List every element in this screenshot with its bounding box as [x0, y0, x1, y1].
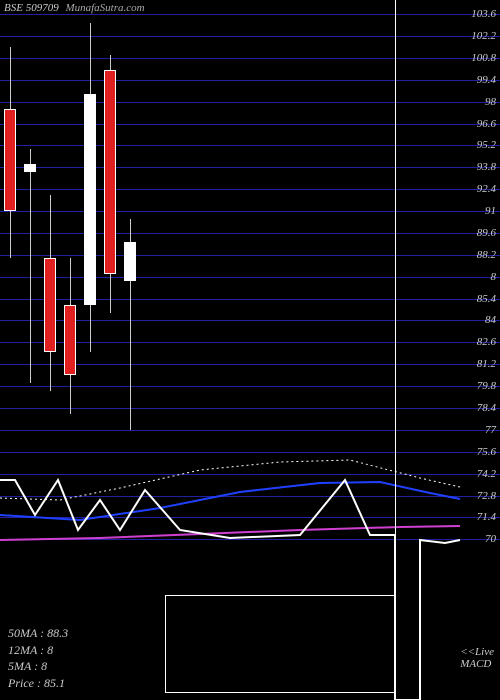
ma50-label: 50MA : 88.3	[8, 625, 68, 642]
y-tick-label: 93.8	[477, 161, 496, 173]
y-tick-label: 96.6	[477, 118, 496, 130]
y-tick-label: 92.4	[477, 183, 496, 195]
macd-label: <<Live MACD	[460, 646, 494, 670]
candle-body	[4, 109, 16, 211]
y-tick-label: 75.6	[477, 446, 496, 458]
ma5-label: 5MA : 8	[8, 658, 68, 675]
y-tick-label: 98	[485, 96, 496, 108]
y-tick-label: 79.8	[477, 380, 496, 392]
y-tick-label: 77	[485, 424, 496, 436]
y-tick-label: 84	[485, 314, 496, 326]
y-tick-label: 88.2	[477, 249, 496, 261]
y-tick-label: 82.6	[477, 336, 496, 348]
candle-body	[64, 305, 76, 375]
site-label: MunafaSutra.com	[65, 2, 144, 14]
y-tick-label: 85.4	[477, 293, 496, 305]
candle-body	[124, 242, 136, 281]
candle-body	[24, 164, 36, 172]
candle-body	[84, 94, 96, 305]
stock-chart: BSE 509709 MunafaSutra.com 103.6 102.2 100…	[0, 0, 500, 700]
info-panel: 50MA : 88.3 12MA : 8 5MA : 8 Price : 85.…	[8, 625, 68, 692]
live-label: <<Live	[460, 646, 494, 658]
y-tick-label: 91	[485, 205, 496, 217]
y-tick-label: 8	[491, 271, 497, 283]
y-tick-label: 103.6	[471, 8, 496, 20]
candle-body	[44, 258, 56, 352]
y-tick-label: 74.2	[477, 468, 496, 480]
y-tick-label: 99.4	[477, 74, 496, 86]
y-tick-label: 78.4	[477, 402, 496, 414]
y-tick-label: 89.6	[477, 227, 496, 239]
candle-wick	[30, 149, 31, 384]
ticker-label: BSE 509709	[4, 2, 59, 14]
y-tick-label: 81.2	[477, 358, 496, 370]
y-tick-label: 95.2	[477, 139, 496, 151]
y-tick-label: 71.4	[477, 511, 496, 523]
current-time-line	[395, 0, 396, 700]
y-tick-label: 70	[485, 533, 496, 545]
indicator-box	[165, 595, 395, 693]
macd-text: MACD	[460, 658, 494, 670]
ma12-label: 12MA : 8	[8, 642, 68, 659]
candle-body	[104, 70, 116, 273]
y-tick-label: 102.2	[471, 30, 496, 42]
price-label: Price : 85.1	[8, 675, 68, 692]
chart-header: BSE 509709 MunafaSutra.com	[4, 2, 145, 14]
y-tick-label: 100.8	[471, 52, 496, 64]
y-tick-label: 72.8	[477, 490, 496, 502]
